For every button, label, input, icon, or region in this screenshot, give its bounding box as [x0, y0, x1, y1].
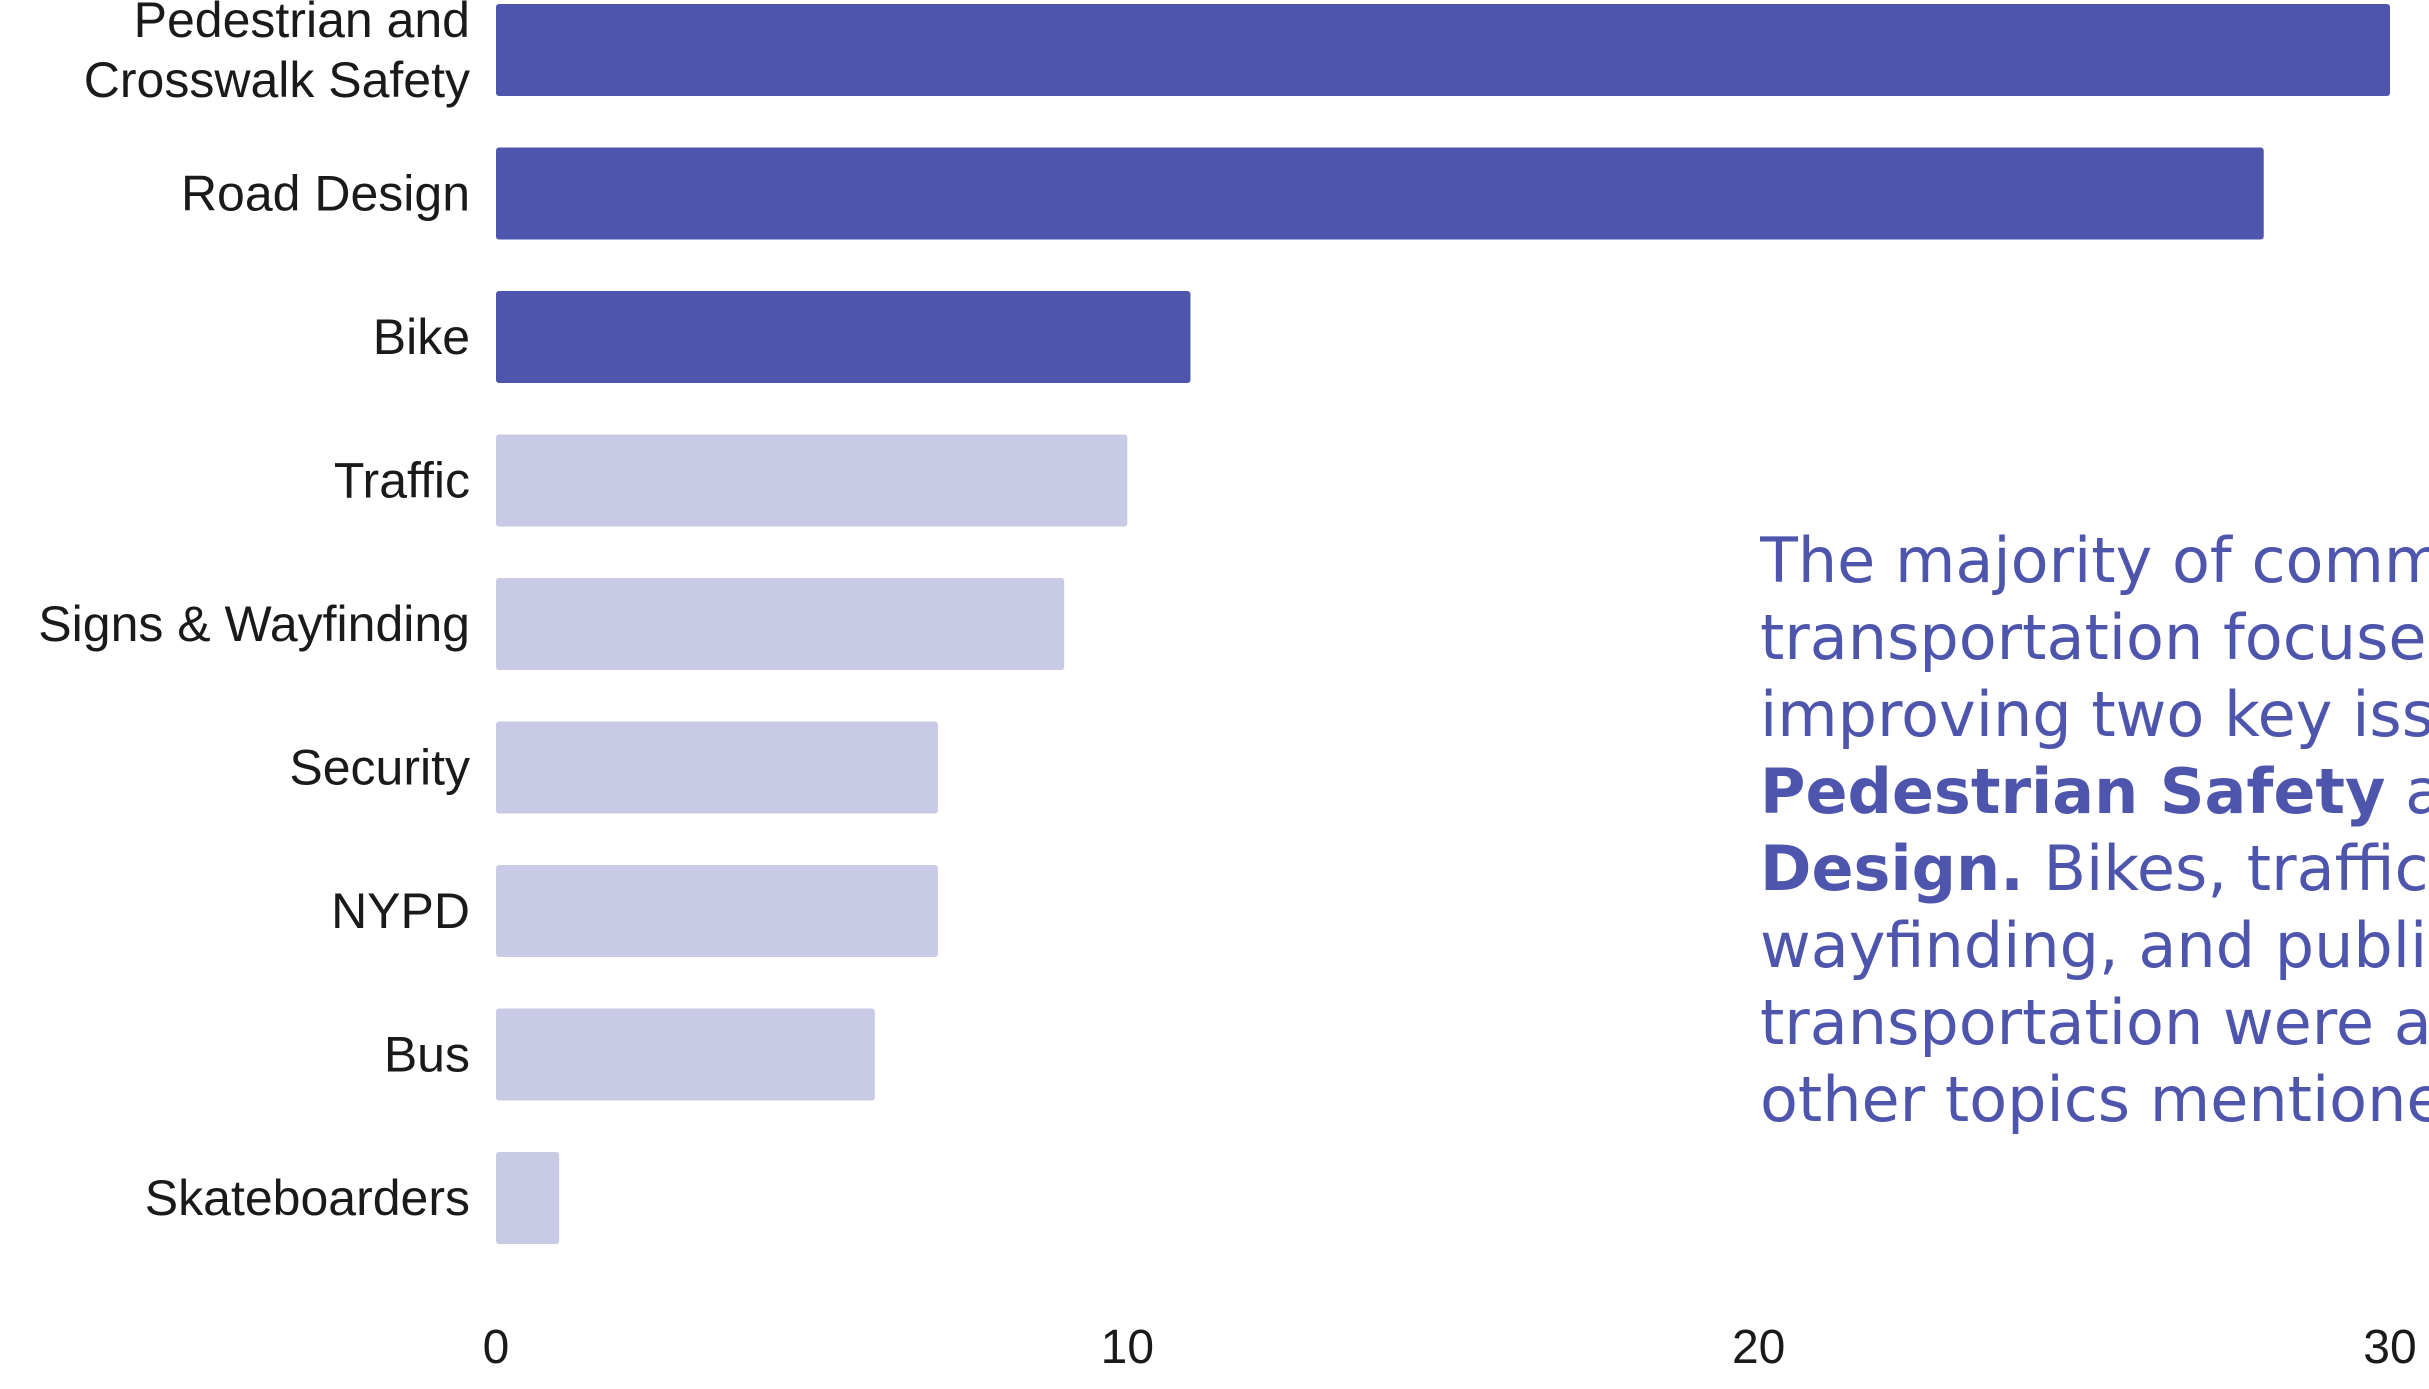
- annotation-segment: and: [2405, 755, 2429, 828]
- bars-group: [496, 4, 2390, 1244]
- category-label: Bike: [373, 309, 470, 365]
- bar-security: [496, 721, 938, 814]
- bar-signs-and-wayfinding: [496, 578, 1065, 670]
- category-label: Signs & Wayfinding: [38, 596, 470, 652]
- category-label: Skateboarders: [145, 1170, 470, 1226]
- annotation-segment: other topics mentioned: [1760, 1063, 2429, 1136]
- x-tick-label: 10: [1101, 1321, 1154, 1374]
- x-tick-label: 30: [2363, 1321, 2416, 1374]
- bar-bus: [496, 1008, 875, 1101]
- bar-traffic: [496, 434, 1128, 527]
- category-labels: Pedestrian and Crosswalk Safety Road Desig…: [38, 0, 470, 1226]
- annotation-line: Pedestrian Safety and: [1760, 753, 2429, 830]
- annotation-emphasis: Design.: [1760, 832, 2024, 905]
- bar-bike: [496, 291, 1191, 383]
- category-label: Pedestrian and Crosswalk Safety: [84, 0, 470, 108]
- annotation-line: transportation were an: [1760, 984, 2429, 1061]
- bar-pedestrian-and-crosswalk-safety: [496, 4, 2390, 96]
- annotation-segment: wayfinding, and public: [1760, 909, 2429, 982]
- annotation-line: transportation focused: [1760, 599, 2429, 676]
- bar-nypd: [496, 865, 938, 957]
- annotation-line: other topics mentioned: [1760, 1061, 2429, 1138]
- annotation-segment: The majority of comme: [1760, 524, 2429, 597]
- bar-skateboarders: [496, 1152, 560, 1244]
- category-label: Traffic: [334, 453, 470, 509]
- annotation-segment: Bikes, traffic,: [2023, 832, 2429, 905]
- x-axis-ticks: 0 10 20 30: [483, 1321, 2417, 1374]
- category-label: Road Design: [181, 166, 470, 222]
- category-label: Security: [289, 740, 470, 796]
- category-label: Bus: [384, 1027, 470, 1083]
- annotation-text: The majority of comme transportation focu…: [1760, 522, 2429, 1138]
- x-tick-label: 20: [1732, 1321, 1785, 1374]
- annotation-line: wayfinding, and public: [1760, 907, 2429, 984]
- annotation-line: improving two key issu: [1760, 676, 2429, 753]
- annotation-segment: improving two key issu: [1760, 678, 2429, 751]
- annotation-line: The majority of comme: [1760, 522, 2429, 599]
- x-tick-label: 0: [483, 1321, 510, 1374]
- category-label: NYPD: [331, 883, 470, 939]
- annotation-emphasis: Pedestrian Safety: [1760, 755, 2386, 828]
- annotation-segment: transportation were an: [1760, 986, 2429, 1059]
- annotation-line: Design. Bikes, traffic,: [1760, 830, 2429, 907]
- bar-road-design: [496, 147, 2264, 240]
- annotation-segment: transportation focused: [1760, 601, 2429, 674]
